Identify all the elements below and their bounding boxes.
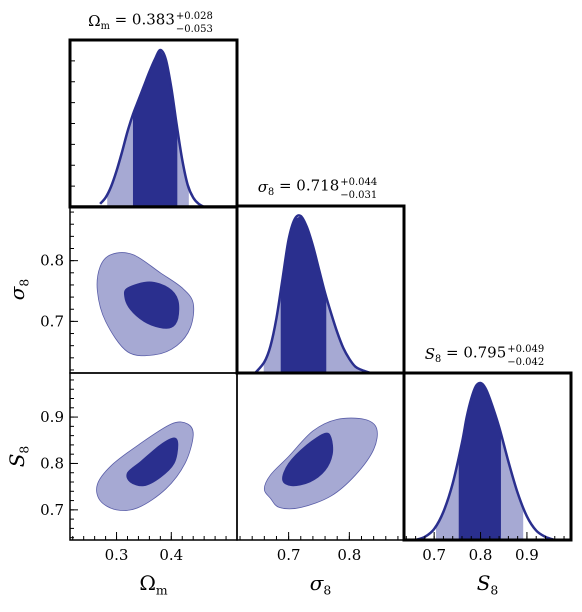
x-axis-title-sigma_8-sub: 8 <box>323 582 331 597</box>
posterior-curve-s_8 <box>415 381 556 542</box>
y-tick-label-sigma_8: 0.8 <box>40 252 64 270</box>
panel-title-symbol: σ <box>258 178 269 196</box>
panel-title-err-plus-sigma_8: +0.044 <box>340 177 377 188</box>
plot-fills <box>96 48 556 542</box>
y-axis-title-s_8: S8 <box>5 446 31 468</box>
x-tick-label-sigma_8: 0.8 <box>337 546 361 564</box>
text-labels: 0.3 0.4 0.7 0.8 0.7 0.8 0.90.70.80.70.80.9Ωm σ8… <box>5 10 544 597</box>
posterior-curve-sigma_8 <box>254 214 372 375</box>
y-axis-title-sigma_8: σ8 <box>5 279 31 301</box>
y-axis-title-main: σ <box>5 285 29 300</box>
panel-title-err-minus-omega_m: −0.053 <box>176 24 213 35</box>
y-tick-label-sigma_8: 0.7 <box>40 312 64 330</box>
x-tick-label-s_8: 0.9 <box>515 546 539 564</box>
panel-title-err-minus-s_8: −0.042 <box>507 357 544 368</box>
panel-title-s_8: S8 = 0.795 <box>425 343 507 365</box>
panel-title-symbol: S <box>425 345 435 363</box>
panel-title-sigma_8: σ8 = 0.718 <box>258 176 340 198</box>
x-axis-title-sigma_8: σ8 <box>310 571 332 597</box>
diag-panel-s_8 <box>402 371 573 542</box>
y-tick-label-s_8: 0.9 <box>40 408 64 426</box>
x-axis-title-s_8-sub: 8 <box>490 582 498 597</box>
x-tick-label-omega_m: 0.4 <box>159 546 183 564</box>
contour-68-sigma_8-s_8 <box>282 432 334 487</box>
y-tick-label-s_8: 0.7 <box>40 501 64 519</box>
x-tick-label-s_8: 0.7 <box>422 546 446 564</box>
x-tick-label-sigma_8: 0.7 <box>277 546 301 564</box>
panel-title-value: = 0.795 <box>441 343 506 361</box>
x-axis-title-omega_m-main: Ω <box>139 571 156 595</box>
panel-title-symbol: Ω <box>88 12 100 30</box>
y-axis-title-sub: 8 <box>16 446 31 454</box>
panel-title-value: = 0.718 <box>274 176 339 194</box>
panel-title-sub: 8 <box>268 187 274 198</box>
x-tick-label-s_8: 0.8 <box>469 546 493 564</box>
x-axis-title-sigma_8-main: σ <box>310 571 325 595</box>
band-68-s_8 <box>458 383 501 540</box>
panel-title-sub: 8 <box>435 354 441 365</box>
panel-title-value: = 0.383 <box>110 10 175 28</box>
panel-title-err-plus-s_8: +0.049 <box>507 344 544 355</box>
panel-title-omega_m: Ωm = 0.383 <box>88 10 175 32</box>
y-axis-title-sub: 8 <box>16 279 31 287</box>
x-axis-title-omega_m-sub: m <box>156 582 168 597</box>
x-axis-title-s_8-main: S <box>477 571 491 595</box>
panel-title-sub: m <box>101 21 110 32</box>
panel-title-err-plus-omega_m: +0.028 <box>176 11 213 22</box>
contour-68-omega_m-s_8 <box>126 437 179 487</box>
x-tick-label-omega_m: 0.3 <box>105 546 129 564</box>
band-68-omega_m <box>132 50 178 208</box>
tick-marks <box>70 60 565 540</box>
y-tick-label-s_8: 0.8 <box>40 454 64 472</box>
x-axis-title-s_8: S8 <box>477 571 499 597</box>
contour-68-omega_m-sigma_8 <box>123 281 180 329</box>
y-axis-title-group-sigma_8: σ8 <box>5 279 31 301</box>
y-axis-title-group-s_8: S8 <box>5 446 31 468</box>
x-axis-title-omega_m: Ωm <box>139 571 168 597</box>
posterior-curve-omega_m <box>99 48 205 209</box>
panel-title-err-minus-sigma_8: −0.031 <box>340 190 377 201</box>
y-axis-title-main: S <box>5 454 29 468</box>
